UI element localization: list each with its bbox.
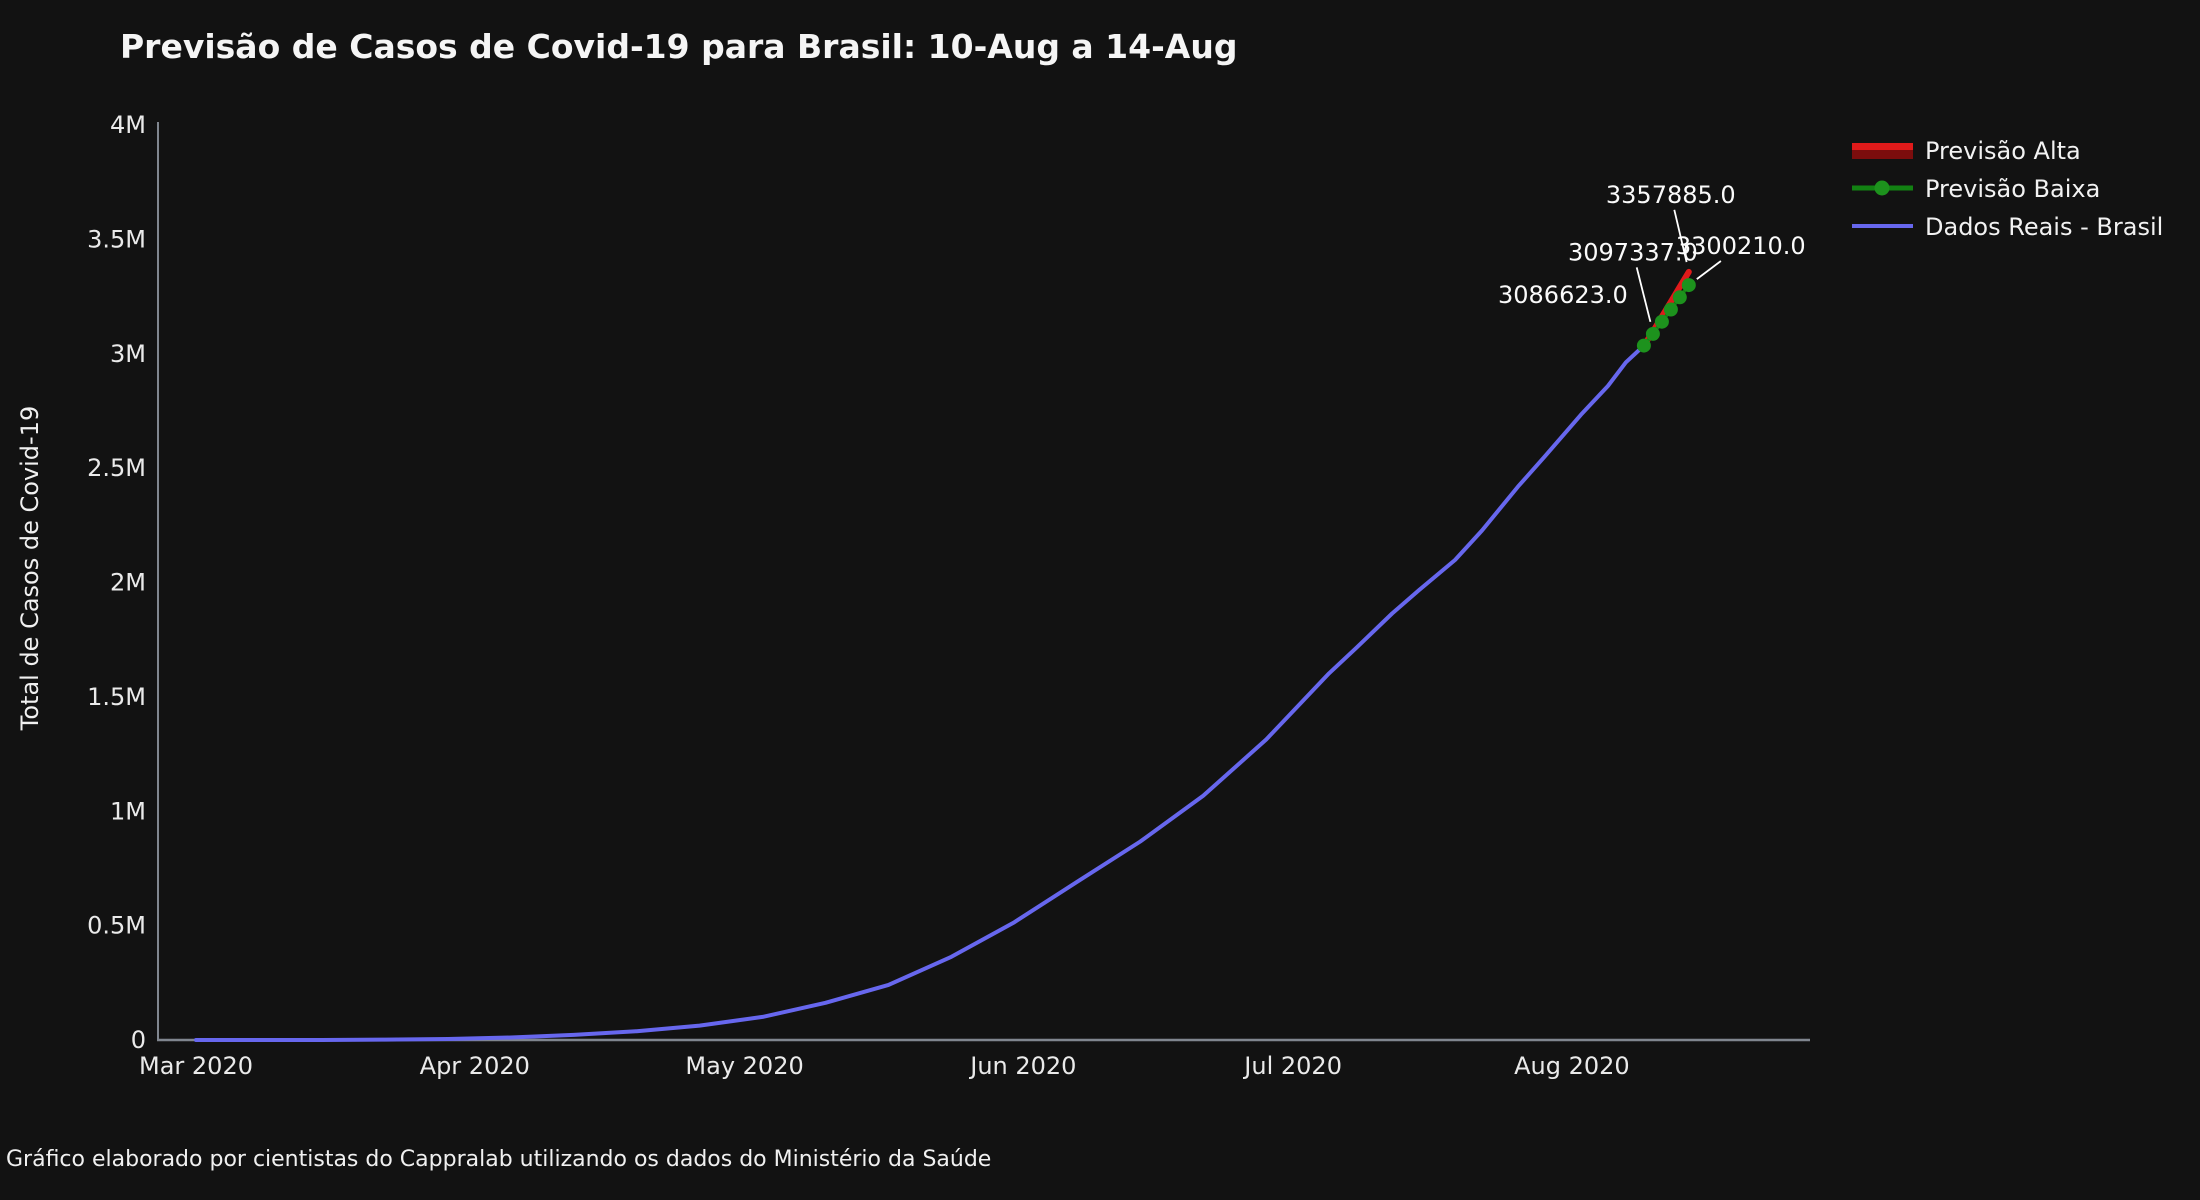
y-tick-label: 4M bbox=[110, 111, 146, 139]
y-tick-label: 3M bbox=[110, 340, 146, 368]
real-data-line bbox=[194, 343, 1646, 1042]
annotation-value: 3300210.0 bbox=[1676, 232, 1806, 260]
y-tick-label: 2.5M bbox=[87, 454, 146, 482]
x-tick-label: Jul 2020 bbox=[1242, 1052, 1342, 1080]
annotation-value: 3097337.0 bbox=[1568, 239, 1698, 267]
forecast-baixa-marker bbox=[1663, 302, 1678, 317]
legend: Previsão Alta Previsão Baixa Dados Reais… bbox=[1852, 137, 2163, 241]
legend-item-dados-reais: Dados Reais - Brasil bbox=[1852, 213, 2163, 241]
chart-title: Previsão de Casos de Covid-19 para Brasi… bbox=[120, 27, 1237, 66]
annotation-leader-line bbox=[1635, 267, 1652, 323]
footer-credit: Gráfico elaborado por cientistas do Capp… bbox=[6, 1147, 991, 1172]
alta-swatch-dark-icon bbox=[1852, 150, 1913, 159]
y-tick-label: 3.5M bbox=[87, 225, 146, 253]
alta-swatch-icon bbox=[1852, 143, 1913, 150]
y-tick-label: 1M bbox=[110, 797, 146, 825]
plot-area: 0 0.5M 1M 1.5M 2M 2.5M 3M 3.5M 4M Mar 2020 Apr 202… bbox=[87, 111, 1806, 1080]
x-tick-label: May 2020 bbox=[685, 1052, 803, 1080]
annotation-value: 3086623.0 bbox=[1498, 281, 1628, 309]
forecast-baixa-marker bbox=[1681, 278, 1696, 293]
x-tick-label: Apr 2020 bbox=[420, 1052, 530, 1080]
x-tick-label: Aug 2020 bbox=[1514, 1052, 1630, 1080]
x-tick-label: Mar 2020 bbox=[139, 1052, 253, 1080]
forecast-baixa-marker bbox=[1645, 326, 1660, 341]
annotation-leader-line bbox=[1673, 209, 1688, 263]
y-axis-label: Total de Casos de Covid-19 bbox=[16, 406, 44, 731]
annotation-value: 3357885.0 bbox=[1606, 181, 1736, 209]
forecast-baixa-marker bbox=[1636, 338, 1651, 353]
legend-label-baixa: Previsão Baixa bbox=[1925, 175, 2100, 203]
y-tick-label: 0 bbox=[131, 1026, 146, 1054]
forecast-baixa-marker bbox=[1654, 314, 1669, 329]
annotation-leader-line bbox=[1696, 260, 1722, 280]
x-tick-label: Jun 2020 bbox=[968, 1052, 1076, 1080]
legend-label-alta: Previsão Alta bbox=[1925, 137, 2081, 165]
legend-item-previsao-baixa: Previsão Baixa bbox=[1852, 175, 2100, 203]
legend-label-real: Dados Reais - Brasil bbox=[1925, 213, 2163, 241]
y-tick-label: 0.5M bbox=[87, 912, 146, 940]
y-tick-label: 2M bbox=[110, 569, 146, 597]
forecast-baixa-marker bbox=[1672, 290, 1687, 305]
y-tick-label: 1.5M bbox=[87, 683, 146, 711]
baixa-swatch-marker-icon bbox=[1874, 180, 1890, 196]
legend-item-previsao-alta: Previsão Alta bbox=[1852, 137, 2081, 165]
